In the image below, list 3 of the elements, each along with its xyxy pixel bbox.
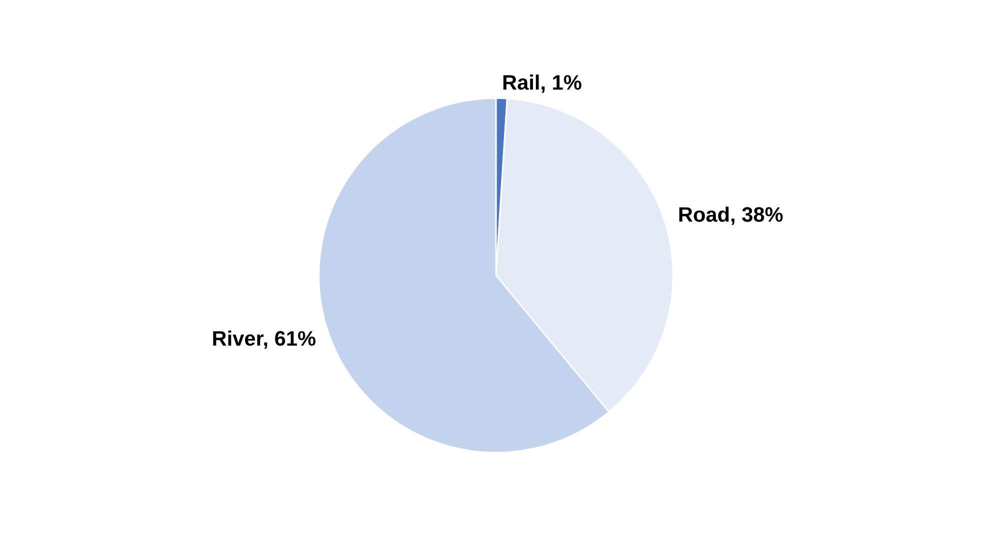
slice-label: River, 61% <box>213 330 316 349</box>
slice-label: Rail, 1% <box>503 74 582 93</box>
slice-label: Road, 38% <box>679 206 783 225</box>
